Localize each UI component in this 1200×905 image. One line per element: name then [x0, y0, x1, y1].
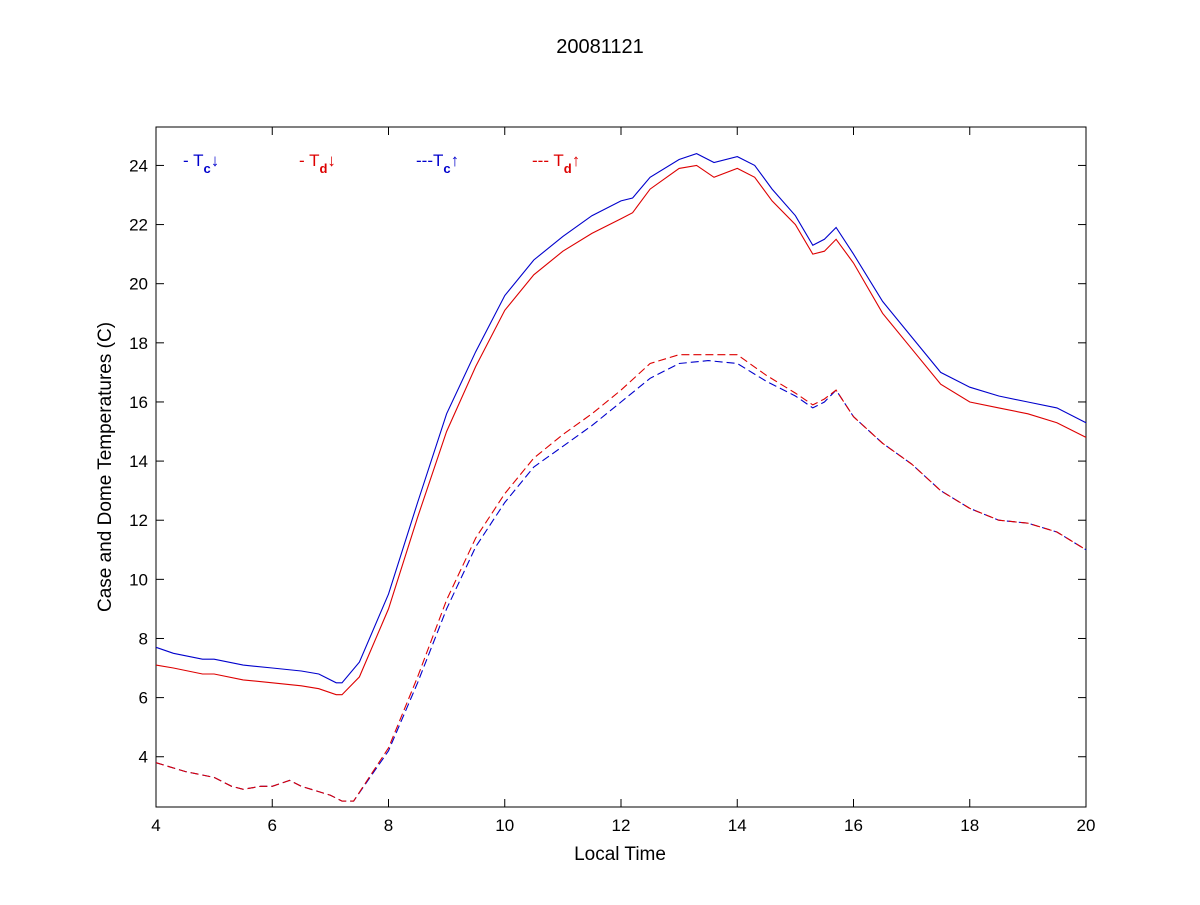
y-tick-label: 20 [129, 275, 148, 294]
y-tick-label: 12 [129, 511, 148, 530]
series-line-4 [155, 354, 1087, 802]
legend-entry-4: --- Td↑ [532, 151, 580, 176]
x-axis-label: Local Time [574, 844, 666, 865]
y-tick-label: 8 [139, 629, 148, 648]
legend-entry-1: - Tc↓ [183, 151, 219, 176]
x-tick-label: 16 [844, 816, 863, 835]
axis-ticks: 4 6 8 10 12 14 16 18 20 4 6 8 10 12 14 16 18 20 22 24 [129, 127, 1095, 835]
y-tick-label: 16 [129, 393, 148, 412]
x-tick-label: 4 [151, 816, 160, 835]
plot-area [155, 126, 1087, 808]
y-tick-label: 14 [129, 452, 148, 471]
legend-entry-3: ---Tc↑ [416, 151, 459, 176]
y-axis-label: Case and Dome Temperatures (C) [95, 322, 116, 612]
y-tick-label: 6 [139, 689, 148, 708]
legend-entry-2: - Td↓ [299, 151, 336, 176]
x-tick-label: 14 [728, 816, 747, 835]
y-tick-label: 10 [129, 570, 148, 589]
x-tick-label: 10 [495, 816, 514, 835]
series-line-2 [155, 164, 1087, 696]
x-tick-label: 8 [384, 816, 393, 835]
x-tick-label: 12 [612, 816, 631, 835]
chart-title: 20081121 [556, 36, 644, 58]
y-tick-label: 22 [129, 216, 148, 235]
legend: - Tc↓ - Td↓ ---Tc↑ --- Td↑ [183, 151, 580, 176]
y-tick-label: 4 [139, 748, 148, 767]
x-tick-label: 6 [268, 816, 277, 835]
series-layer [155, 153, 1087, 802]
series-line-1 [155, 153, 1087, 684]
x-tick-label: 20 [1077, 816, 1096, 835]
y-tick-label: 18 [129, 334, 148, 353]
y-tick-label: 24 [129, 156, 148, 175]
x-tick-label: 18 [960, 816, 979, 835]
